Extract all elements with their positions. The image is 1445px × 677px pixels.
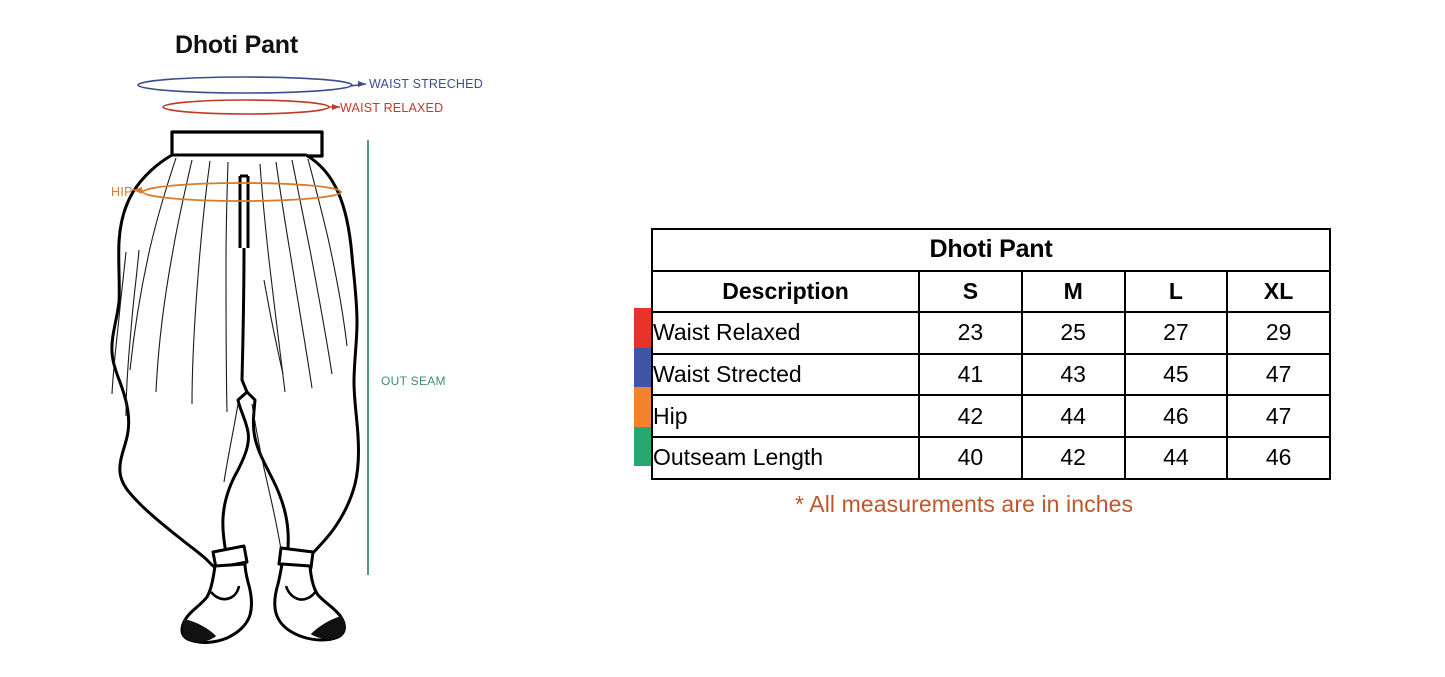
pant-body-outline (110, 153, 361, 568)
drape-lines (111, 157, 348, 557)
cell-waist-relaxed-xl: 29 (1226, 311, 1331, 355)
column-header-xl: XL (1226, 269, 1331, 314)
cell-waist-relaxed-m: 25 (1020, 311, 1126, 355)
table-header-row: Description S M L XL (650, 269, 1331, 314)
cell-hip-m: 44 (1020, 394, 1126, 438)
cell-waist-strected-xl: 47 (1226, 352, 1331, 397)
cell-waist-strected-m: 43 (1020, 352, 1126, 397)
callout-label-waist-relaxed: WAIST RELAXED (340, 101, 444, 115)
shoe-right-vamp (284, 585, 318, 601)
cell-outseam-length-xl: 46 (1226, 435, 1331, 480)
callout-label-hip: HIP (111, 185, 133, 199)
table-row: Waist Strected 41 43 45 47 (650, 352, 1331, 397)
row-label-waist-relaxed: Waist Relaxed (650, 311, 921, 355)
cell-hip-s: 42 (918, 394, 1023, 438)
callout-label-waist-stretched: WAIST STRECHED (369, 77, 483, 91)
waist-relaxed-arrow (332, 104, 340, 110)
illustration-title: Dhoti Pant (175, 31, 298, 59)
waist-stretched-ellipse (137, 76, 353, 94)
row-label-waist-strected: Waist Strected (650, 352, 921, 397)
measurements-footnote: * All measurements are in inches (795, 491, 1134, 517)
cell-hip-xl: 47 (1226, 394, 1331, 438)
table-title: Dhoti Pant (651, 228, 1331, 272)
shoe-left (180, 562, 253, 644)
waist-stretched-arrow (358, 81, 366, 87)
cell-waist-relaxed-l: 27 (1123, 311, 1229, 355)
dhoti-pant-technical-drawing (110, 76, 369, 644)
column-header-description: Description (650, 269, 921, 314)
shoe-right-toecap (310, 616, 346, 640)
cell-outseam-length-m: 42 (1020, 435, 1126, 480)
swatch-hip (634, 387, 651, 427)
cell-outseam-length-s: 40 (918, 435, 1023, 480)
waistband (170, 130, 324, 158)
callout-label-out-seam: OUT SEAM (381, 374, 446, 388)
hip-arrow (133, 187, 142, 194)
waist-relaxed-ellipse (162, 99, 330, 115)
column-header-m: M (1020, 269, 1126, 314)
swatch-waist-relaxed (634, 308, 651, 348)
cell-waist-relaxed-s: 23 (918, 311, 1023, 355)
column-header-s: S (918, 269, 1023, 314)
hip-ellipse (142, 182, 342, 202)
shoe-left-vamp (210, 585, 241, 601)
cell-waist-strected-s: 41 (918, 352, 1023, 397)
row-label-hip: Hip (650, 394, 921, 438)
shoe-left-toecap (182, 619, 217, 643)
cell-hip-l: 46 (1123, 394, 1229, 438)
ankle-cuff-left (211, 544, 249, 570)
table-row: Hip 42 44 46 47 (650, 394, 1331, 438)
cell-waist-strected-l: 45 (1123, 352, 1229, 397)
table-row: Outseam Length 40 42 44 46 (650, 435, 1331, 480)
table-row: Waist Relaxed 23 25 27 29 (650, 311, 1331, 355)
drawstring-placket (238, 174, 250, 248)
row-label-outseam-length: Outseam Length (650, 435, 921, 480)
row-color-swatch-strip (634, 308, 651, 467)
center-front-seam (240, 247, 249, 393)
cell-outseam-length-l: 44 (1123, 435, 1229, 480)
table-title-row: Dhoti Pant (651, 228, 1331, 272)
column-header-l: L (1123, 269, 1229, 314)
shoe-right (273, 562, 346, 642)
swatch-waist-strected (634, 347, 651, 388)
illustration-panel: Dhoti Pant (0, 0, 620, 677)
size-chart-table: Dhoti Pant Description S M L XL Waist Re… (650, 228, 1331, 480)
swatch-outseam-length (634, 426, 651, 467)
